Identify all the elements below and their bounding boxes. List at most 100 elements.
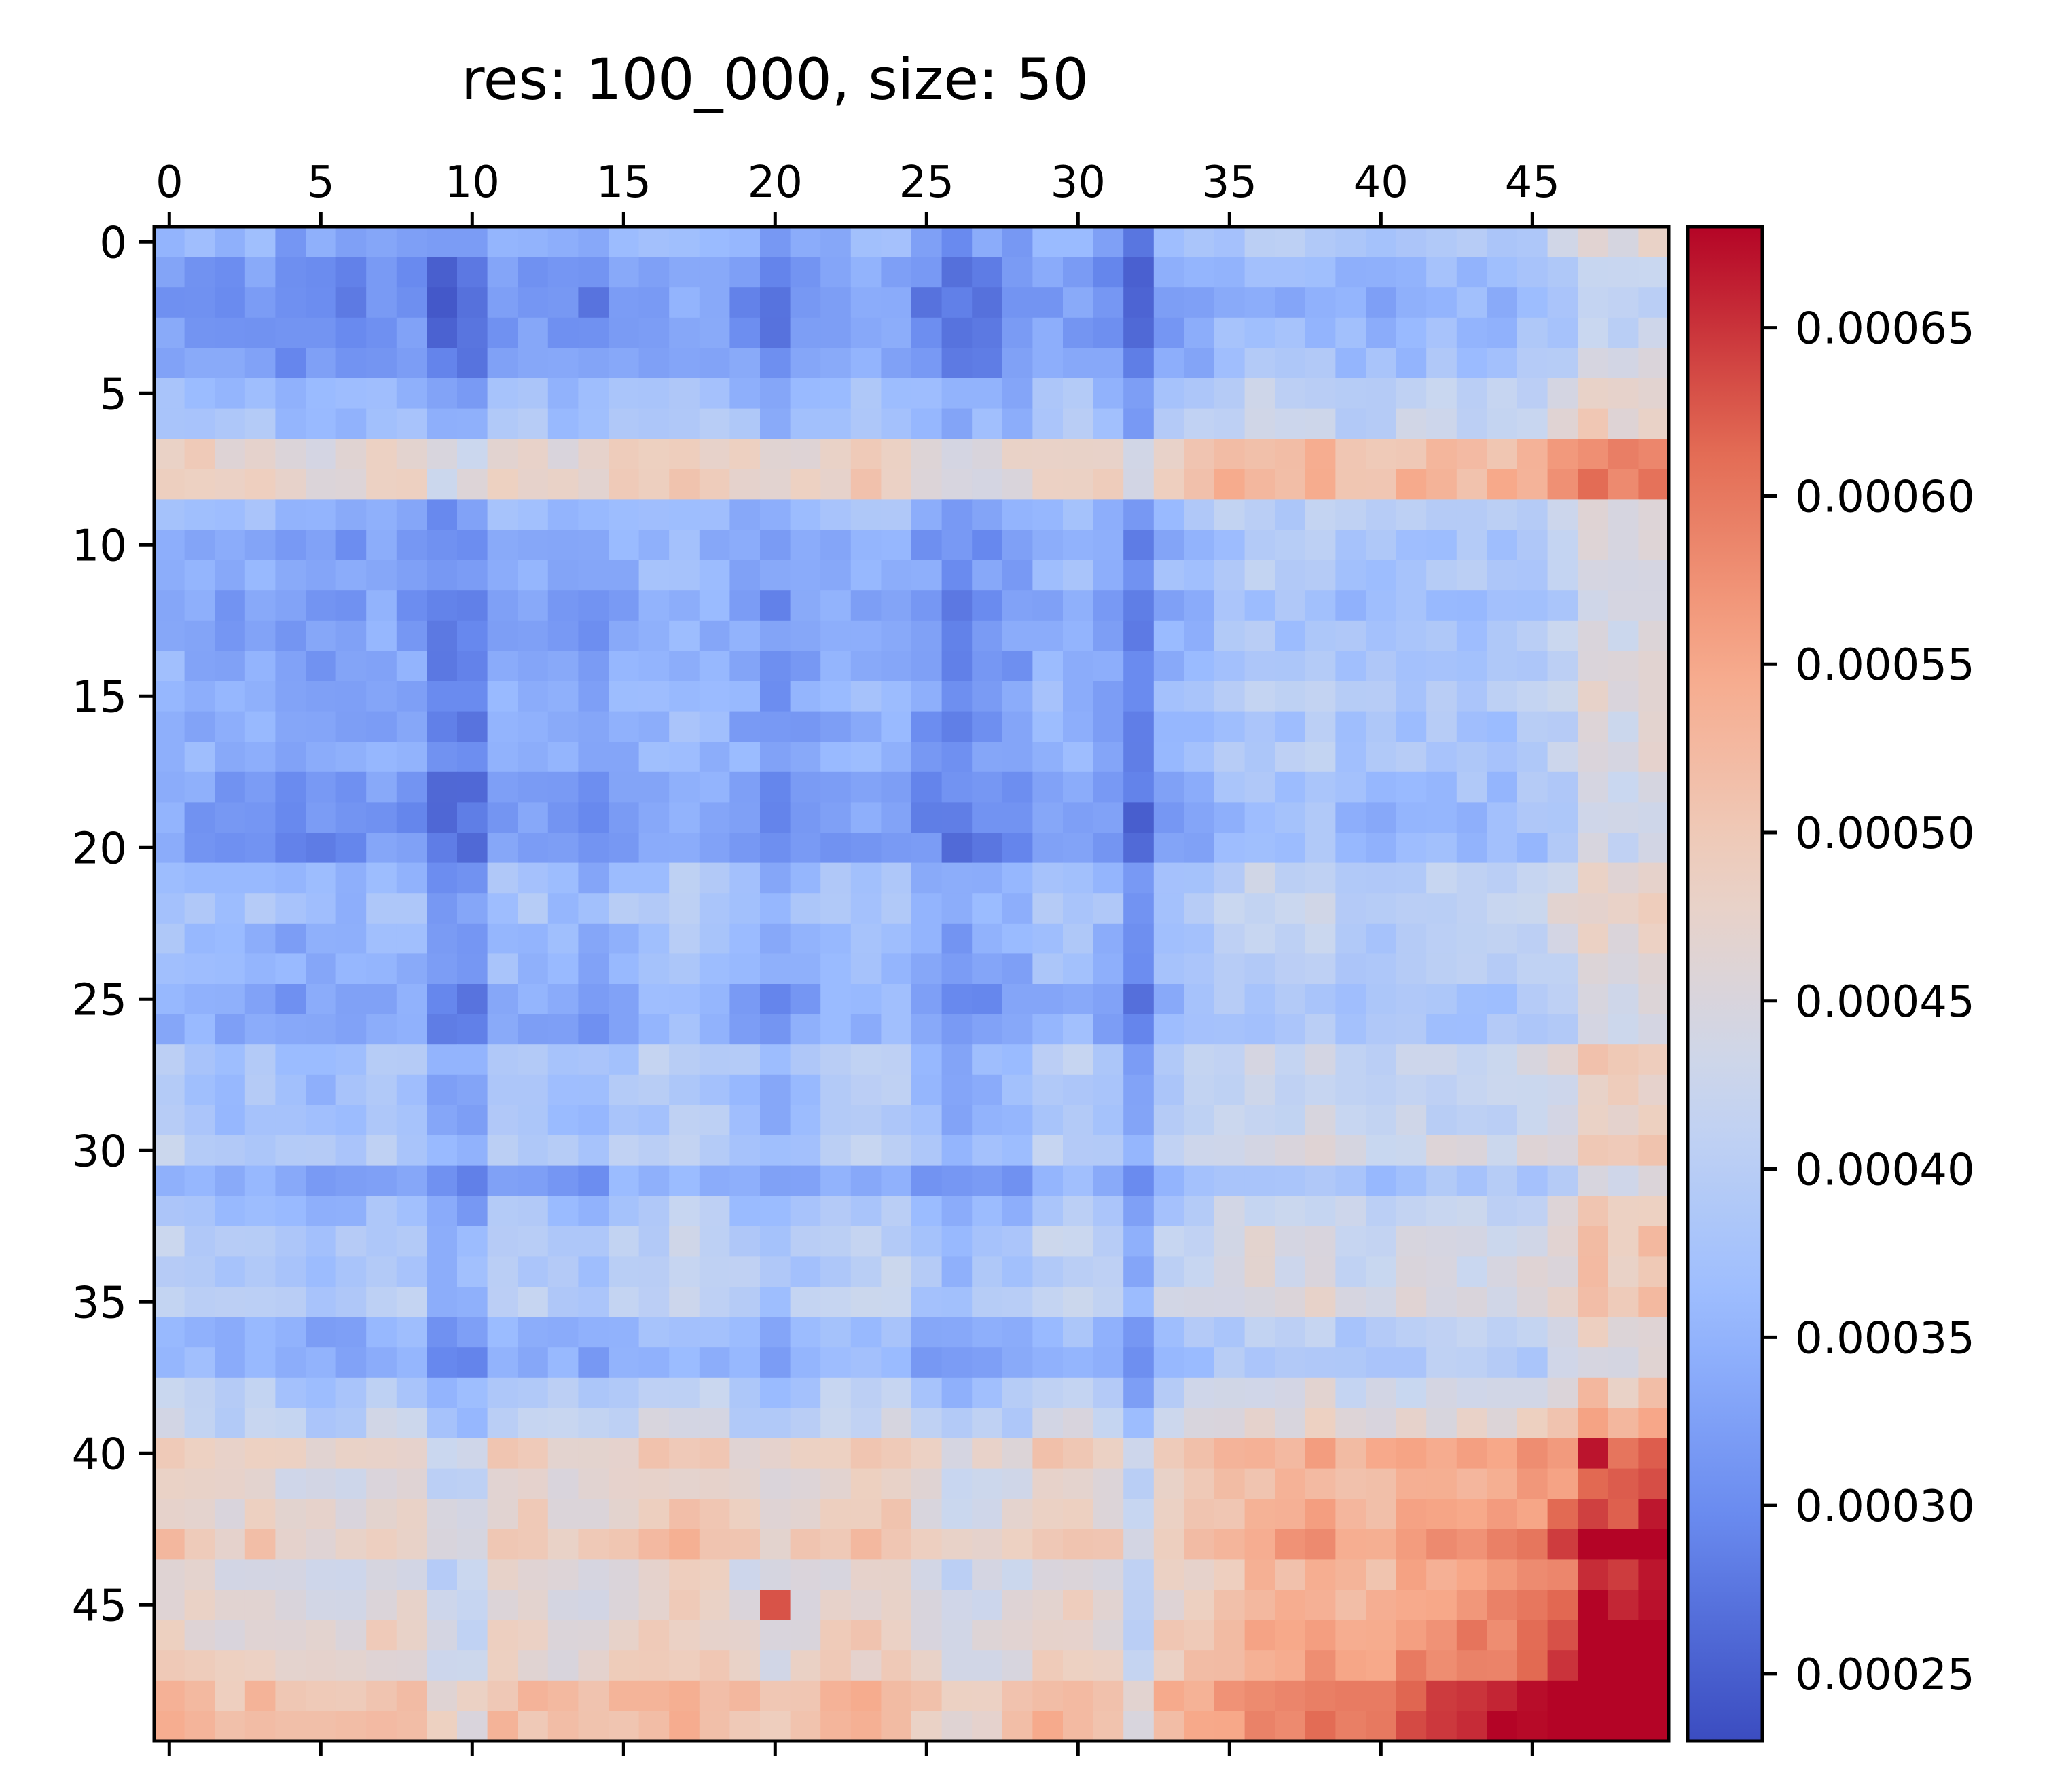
heatmap-cell <box>518 560 549 591</box>
heatmap-cell <box>1275 742 1306 773</box>
heatmap-cell <box>457 1468 488 1499</box>
heatmap-cell <box>729 984 761 1015</box>
x-axis-ticks: 0 5 10 15 20 25 30 35 40 45 <box>156 158 1560 1756</box>
colorbar-tick-label: 0.00065 <box>1795 304 1975 354</box>
heatmap-cell <box>1032 1014 1064 1045</box>
heatmap-cell <box>941 771 973 803</box>
heatmap-cell <box>1335 1438 1366 1469</box>
heatmap-cell <box>881 620 912 651</box>
heatmap-cell <box>972 257 1003 288</box>
heatmap-cell <box>1093 1377 1124 1408</box>
heatmap-cell <box>1608 1226 1639 1257</box>
heatmap-cell <box>1184 560 1215 591</box>
heatmap-cell <box>1487 560 1518 591</box>
heatmap-cell <box>518 530 549 561</box>
heatmap-cell <box>1456 348 1487 379</box>
heatmap-cell <box>1184 742 1215 773</box>
heatmap-cell <box>1002 1287 1033 1318</box>
heatmap-cell <box>306 802 337 833</box>
heatmap-cell <box>1426 227 1457 258</box>
heatmap-cell <box>215 1196 246 1227</box>
heatmap-cell <box>1032 1711 1064 1742</box>
heatmap-cell <box>820 1529 852 1560</box>
heatmap-cell <box>1426 1650 1457 1681</box>
heatmap-cell <box>1547 651 1578 682</box>
heatmap-cell <box>547 953 579 985</box>
heatmap-cell <box>1335 469 1366 500</box>
heatmap-cell <box>1578 1317 1609 1348</box>
heatmap-cell <box>1305 802 1336 833</box>
heatmap-cell <box>487 893 518 924</box>
heatmap-cell <box>972 862 1003 894</box>
heatmap-cell <box>820 1590 852 1621</box>
heatmap-cell <box>820 378 852 409</box>
heatmap-cell <box>699 1408 730 1439</box>
heatmap-cell <box>669 1680 700 1711</box>
heatmap-cell <box>1456 1529 1487 1560</box>
heatmap-cell <box>972 1711 1003 1742</box>
heatmap-cell <box>518 862 549 894</box>
heatmap-cell <box>487 711 518 742</box>
heatmap-cell <box>820 681 852 712</box>
heatmap-cell <box>1578 1074 1609 1105</box>
heatmap-cell <box>184 287 215 318</box>
heatmap-cell <box>760 317 791 348</box>
heatmap-cell <box>1335 1711 1366 1742</box>
heatmap-cell <box>1063 833 1094 864</box>
heatmap-cell <box>972 802 1003 833</box>
heatmap-cell <box>427 802 458 833</box>
heatmap-frame <box>152 225 1671 1743</box>
heatmap-cell <box>881 287 912 318</box>
heatmap-cell <box>487 560 518 591</box>
heatmap-cell <box>911 1650 943 1681</box>
heatmap-cell <box>729 348 761 379</box>
heatmap-cell <box>1578 1559 1609 1590</box>
x-tick-label: 10 <box>445 158 500 208</box>
heatmap-cell <box>1456 1499 1487 1530</box>
heatmap-cell <box>1184 1014 1215 1045</box>
heatmap-cell <box>1184 711 1215 742</box>
heatmap-cell <box>972 1105 1003 1136</box>
heatmap-cell <box>820 317 852 348</box>
heatmap-cell <box>1335 1317 1366 1348</box>
heatmap-cell <box>1214 1226 1246 1257</box>
heatmap-cell <box>1608 1680 1639 1711</box>
heatmap-cell <box>154 257 185 288</box>
heatmap-cell <box>1153 530 1184 561</box>
heatmap-cell <box>1123 1711 1155 1742</box>
heatmap-cell <box>518 1468 549 1499</box>
heatmap-cell <box>1396 620 1427 651</box>
heatmap-cell <box>760 530 791 561</box>
heatmap-cell <box>1335 1014 1366 1045</box>
heatmap-cell <box>1002 257 1033 288</box>
heatmap-cell <box>215 1014 246 1045</box>
heatmap-cell <box>547 227 579 258</box>
heatmap-cell <box>820 348 852 379</box>
heatmap-cell <box>427 1408 458 1439</box>
heatmap-cell <box>729 1165 761 1196</box>
heatmap-cell <box>1426 348 1457 379</box>
heatmap-cell <box>1214 227 1246 258</box>
heatmap-cell <box>850 348 882 379</box>
heatmap-cell <box>699 1711 730 1742</box>
heatmap-cell <box>850 711 882 742</box>
heatmap-cell <box>911 287 943 318</box>
heatmap-cell <box>335 1165 367 1196</box>
heatmap-cell <box>669 1620 700 1651</box>
heatmap-cell <box>1426 742 1457 773</box>
heatmap-cell <box>427 742 458 773</box>
heatmap-cell <box>244 833 276 864</box>
heatmap-cell <box>547 590 579 621</box>
heatmap-cell <box>275 1711 306 1742</box>
heatmap-cell <box>1517 590 1548 621</box>
heatmap-cell <box>1153 1317 1184 1348</box>
heatmap-cell <box>609 469 640 500</box>
heatmap-cell <box>184 378 215 409</box>
heatmap-cell <box>396 1105 427 1136</box>
heatmap-cell <box>1002 862 1033 894</box>
heatmap-cell <box>154 1287 185 1318</box>
heatmap-cell <box>396 923 427 954</box>
heatmap-cell <box>487 439 518 470</box>
heatmap-cell <box>518 1135 549 1167</box>
heatmap-cell <box>972 227 1003 258</box>
